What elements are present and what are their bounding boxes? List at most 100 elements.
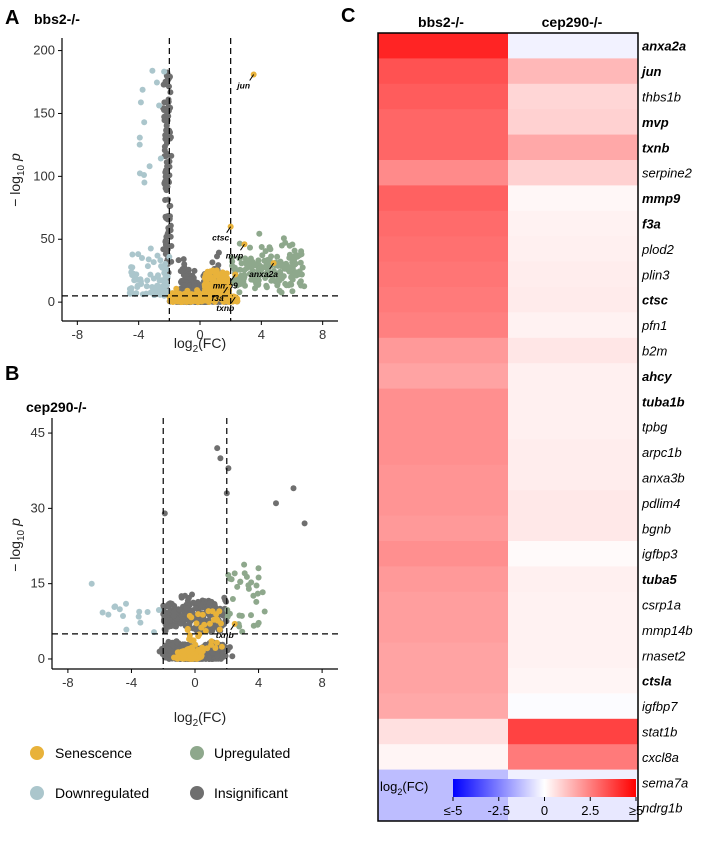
volcano-plot-bbs2: A bbs2-/- -8 -4 0 4 8 0 50 100 150 200 jun ctsc mvp…	[5, 7, 338, 355]
point-insignificant	[165, 72, 172, 79]
point-insignificant	[162, 78, 169, 85]
point-downregulated	[156, 102, 163, 109]
y-tick-label: 0	[38, 651, 45, 666]
volcano-title-bbs2: bbs2-/-	[34, 11, 80, 27]
heatmap-cell	[378, 464, 508, 491]
heatmap-cell	[508, 388, 638, 415]
point-downregulated	[154, 252, 161, 259]
y-tick-label: 100	[33, 168, 55, 183]
heatmap-cell	[508, 236, 638, 263]
point-senescence	[210, 279, 217, 286]
point-upregulated	[253, 598, 260, 605]
point-downregulated	[157, 257, 164, 264]
heatmap-cell	[508, 312, 638, 339]
point-upregulated	[291, 256, 298, 263]
heatmap-cell	[378, 566, 508, 593]
point-upregulated	[275, 260, 282, 267]
point-upregulated	[263, 284, 270, 291]
point-insignificant	[175, 257, 182, 264]
gene-label: bgnb	[642, 521, 671, 536]
gene-label: thbs1b	[642, 90, 681, 105]
annotation-leader	[240, 243, 245, 251]
colorbar-tick-label: 0	[541, 803, 548, 818]
point-upregulated	[236, 240, 243, 247]
point-downregulated	[159, 264, 166, 271]
point-downregulated	[135, 613, 142, 620]
point-insignificant	[183, 605, 190, 612]
point-senescence	[207, 268, 214, 275]
point-insignificant	[160, 618, 167, 625]
point-senescence	[184, 625, 191, 632]
point-upregulated	[282, 239, 289, 246]
volcano-title-cep290: cep290-/-	[26, 399, 87, 415]
point-senescence	[212, 645, 219, 651]
point-upregulated	[231, 279, 238, 286]
gene-label: cxcl8a	[642, 750, 679, 765]
point-upregulated	[255, 619, 262, 626]
legend: Senescence Upregulated Downregulated Ins…	[30, 745, 290, 801]
point-upregulated	[255, 565, 262, 572]
point-insignificant	[178, 594, 185, 601]
point-upregulated	[262, 248, 269, 255]
heatmap-cell	[378, 744, 508, 771]
point-senescence	[211, 297, 218, 304]
point-insignificant	[206, 600, 213, 607]
point-upregulated	[291, 247, 298, 254]
annotation-label: mvp	[226, 250, 243, 260]
gene-label: stat1b	[642, 725, 677, 740]
heatmap-cell	[378, 439, 508, 466]
gene-label: plod2	[641, 242, 675, 257]
point-upregulated	[276, 287, 283, 294]
heatmap-cell	[508, 287, 638, 313]
point-insignificant	[170, 612, 177, 619]
heatmap-cell	[378, 109, 508, 136]
x-tick-label: 4	[255, 675, 262, 690]
point-downregulated	[151, 289, 158, 296]
heatmap-cell	[508, 83, 638, 110]
gene-label: igfbp3	[642, 547, 678, 562]
point-senescence	[180, 653, 187, 660]
point-upregulated	[286, 251, 293, 258]
point-insignificant	[273, 500, 279, 507]
point-insignificant	[167, 233, 174, 240]
legend-swatch-downregulated	[30, 786, 44, 800]
point-upregulated	[240, 279, 247, 285]
point-downregulated	[150, 259, 157, 266]
colorbar-tick-label: ≥5	[629, 803, 643, 818]
x-axis-label-cep290: log2(FC)	[174, 709, 226, 729]
point-upregulated	[230, 264, 237, 271]
point-insignificant	[156, 648, 163, 655]
point-downregulated	[123, 600, 129, 607]
heatmap-cell	[508, 744, 638, 771]
x-tick-label: -4	[126, 675, 138, 690]
heatmap-cell	[508, 541, 638, 567]
heatmap-cell	[378, 693, 508, 720]
heatmap-cell	[378, 160, 508, 186]
annotation-leader	[269, 262, 275, 270]
legend-label-upregulated: Upregulated	[214, 745, 290, 761]
heatmap-col-header-bbs2: bbs2-/-	[418, 14, 464, 30]
point-insignificant	[163, 182, 170, 189]
point-downregulated	[164, 282, 170, 288]
point-upregulated	[283, 282, 290, 289]
point-upregulated	[288, 274, 295, 281]
point-downregulated	[145, 256, 152, 263]
point-insignificant	[215, 249, 222, 256]
gene-label: plin3	[641, 267, 670, 282]
point-upregulated	[236, 289, 243, 296]
point-insignificant	[176, 607, 183, 613]
point-downregulated	[139, 86, 146, 93]
point-upregulated	[229, 596, 236, 602]
point-senescence	[176, 296, 183, 303]
heatmap-cell	[508, 642, 638, 669]
point-upregulated	[248, 612, 254, 619]
point-insignificant	[214, 445, 221, 452]
point-senescence	[216, 271, 223, 278]
point-upregulated	[234, 583, 241, 590]
point-upregulated	[297, 278, 304, 285]
point-insignificant	[168, 152, 175, 159]
point-upregulated	[237, 578, 244, 585]
point-insignificant	[163, 153, 170, 159]
point-upregulated	[255, 574, 262, 581]
heatmap-cell	[378, 515, 508, 542]
